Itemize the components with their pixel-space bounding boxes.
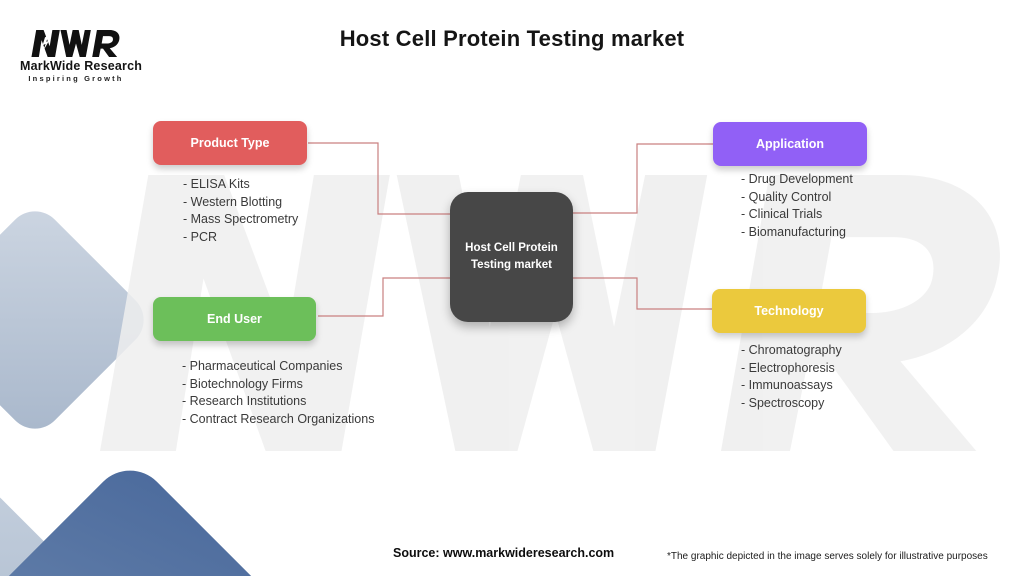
- disclaimer-text: *The graphic depicted in the image serve…: [667, 551, 988, 562]
- lightning-bolt-icon: [42, 35, 49, 51]
- central-node-label-line2: Testing market: [471, 259, 552, 271]
- central-node-label-line1: Host Cell Protein: [465, 242, 558, 255]
- node-end-user-label: End User: [207, 312, 262, 326]
- list-item: - Chromatography: [741, 343, 842, 357]
- page-title: Host Cell Protein Testing market: [339, 26, 685, 51]
- list-item: - Contract Research Organizations: [182, 411, 375, 426]
- node-technology: Technology: [712, 289, 866, 333]
- mwr-logo-icon: [31, 30, 120, 57]
- list-item: - Mass Spectrometry: [183, 212, 299, 226]
- connector-end-user: [318, 277, 450, 317]
- list-item: - Quality Control: [741, 189, 832, 204]
- list-item: - Biomanufacturing: [741, 224, 846, 239]
- list-item: - Pharmaceutical Companies: [182, 359, 343, 373]
- node-end-user: End User: [153, 297, 316, 341]
- logo-tagline: Inspiring Growth: [28, 74, 124, 83]
- list-item: - Western Blotting: [183, 194, 283, 209]
- node-product-type: Product Type: [153, 121, 307, 165]
- end-user-items: - Pharmaceutical Companies - Biotechnolo…: [182, 358, 374, 428]
- logo-company-name: MarkWide Research: [20, 59, 143, 73]
- product-type-items: - ELISA Kits - Western Blotting - Mass S…: [183, 176, 298, 246]
- connector-technology: [573, 277, 712, 310]
- application-items: - Drug Development - Quality Control - C…: [741, 171, 853, 241]
- source-text: Source: www.markwideresearch.com: [393, 546, 615, 560]
- list-item: - Drug Development: [741, 172, 853, 186]
- central-market-node: Host Cell Protein Testing market: [450, 192, 573, 322]
- list-item: - ELISA Kits: [183, 177, 250, 191]
- node-application: Application: [713, 122, 867, 166]
- markwide-logo: MarkWide Research Inspiring Growth: [20, 16, 143, 83]
- connector-product-type: [308, 142, 450, 215]
- list-item: - Spectroscopy: [741, 395, 825, 410]
- list-item: - Biotechnology Firms: [182, 376, 303, 391]
- node-product-type-label: Product Type: [190, 136, 270, 150]
- list-item: - Research Institutions: [182, 394, 307, 408]
- connector-application: [573, 143, 713, 214]
- list-item: - PCR: [183, 229, 218, 244]
- technology-items: - Chromatography - Electrophoresis - Imm…: [741, 342, 842, 412]
- list-item: - Immunoassays: [741, 378, 833, 392]
- node-technology-label: Technology: [754, 304, 824, 318]
- list-item: - Clinical Trials: [741, 207, 823, 221]
- node-application-label: Application: [755, 137, 825, 151]
- list-item: - Electrophoresis: [741, 360, 835, 375]
